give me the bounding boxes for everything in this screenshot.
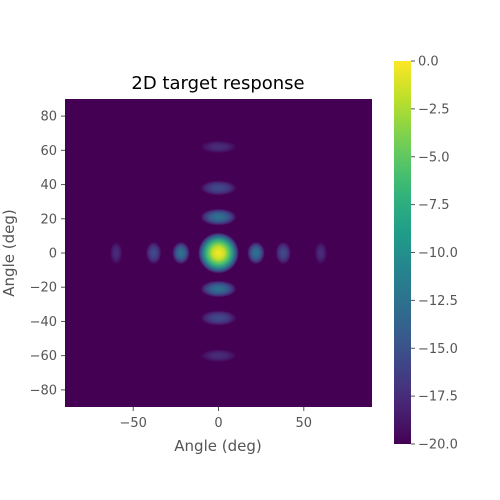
colorbar: 0.0 −2.5 −5.0 −7.5 −10.0 −12.5 −15.0 −17.5 −20.0 — [394, 55, 458, 453]
x-tick-label: −50 — [120, 416, 147, 431]
side-lobe — [200, 280, 237, 298]
side-lobe — [200, 140, 237, 154]
side-lobe — [200, 310, 237, 326]
y-tick-label: 60 — [40, 144, 57, 159]
x-axis-label: Angle (deg) — [174, 437, 261, 455]
main-lobe — [198, 232, 239, 274]
side-lobe — [172, 241, 190, 265]
y-tick-label: 20 — [40, 212, 57, 227]
plot-area — [65, 99, 372, 407]
side-lobe — [247, 241, 265, 265]
colorbar-tick-label: −15.0 — [418, 342, 458, 357]
colorbar-tick-label: −17.5 — [418, 390, 458, 405]
y-tick-label: −80 — [30, 383, 57, 398]
x-tick-label: 50 — [296, 416, 313, 431]
chart-title: 2D target response — [131, 73, 304, 94]
y-axis-label: Angle (deg) — [0, 209, 18, 296]
colorbar-tick-label: −20.0 — [418, 438, 458, 453]
y-tick-label: −40 — [30, 315, 57, 330]
side-lobe — [200, 180, 237, 196]
y-tick-label: −60 — [30, 349, 57, 364]
colorbar-gradient — [394, 61, 411, 444]
side-lobe — [200, 349, 237, 362]
side-lobe — [200, 208, 237, 226]
colorbar-tick-label: −10.0 — [418, 246, 458, 261]
side-lobe — [275, 241, 291, 265]
y-tick-label: −20 — [30, 281, 57, 296]
y-tick-label: 0 — [49, 247, 57, 262]
side-lobe — [314, 241, 327, 265]
y-axis-ticks: −80 −60 −40 −20 0 20 40 60 80 — [30, 110, 65, 398]
x-axis-ticks: −50 0 50 — [120, 407, 313, 431]
side-lobe — [146, 241, 162, 265]
colorbar-tick-label: −12.5 — [418, 294, 458, 309]
colorbar-tick-label: −5.0 — [418, 150, 450, 165]
side-lobe — [110, 241, 123, 265]
x-tick-label: 0 — [214, 416, 222, 431]
colorbar-tick-label: −7.5 — [418, 198, 450, 213]
y-tick-label: 80 — [40, 110, 57, 125]
colorbar-tick-label: 0.0 — [418, 55, 439, 70]
colorbar-tick-label: −2.5 — [418, 102, 450, 117]
y-tick-label: 40 — [40, 178, 57, 193]
heatmap-lobes — [110, 140, 327, 362]
